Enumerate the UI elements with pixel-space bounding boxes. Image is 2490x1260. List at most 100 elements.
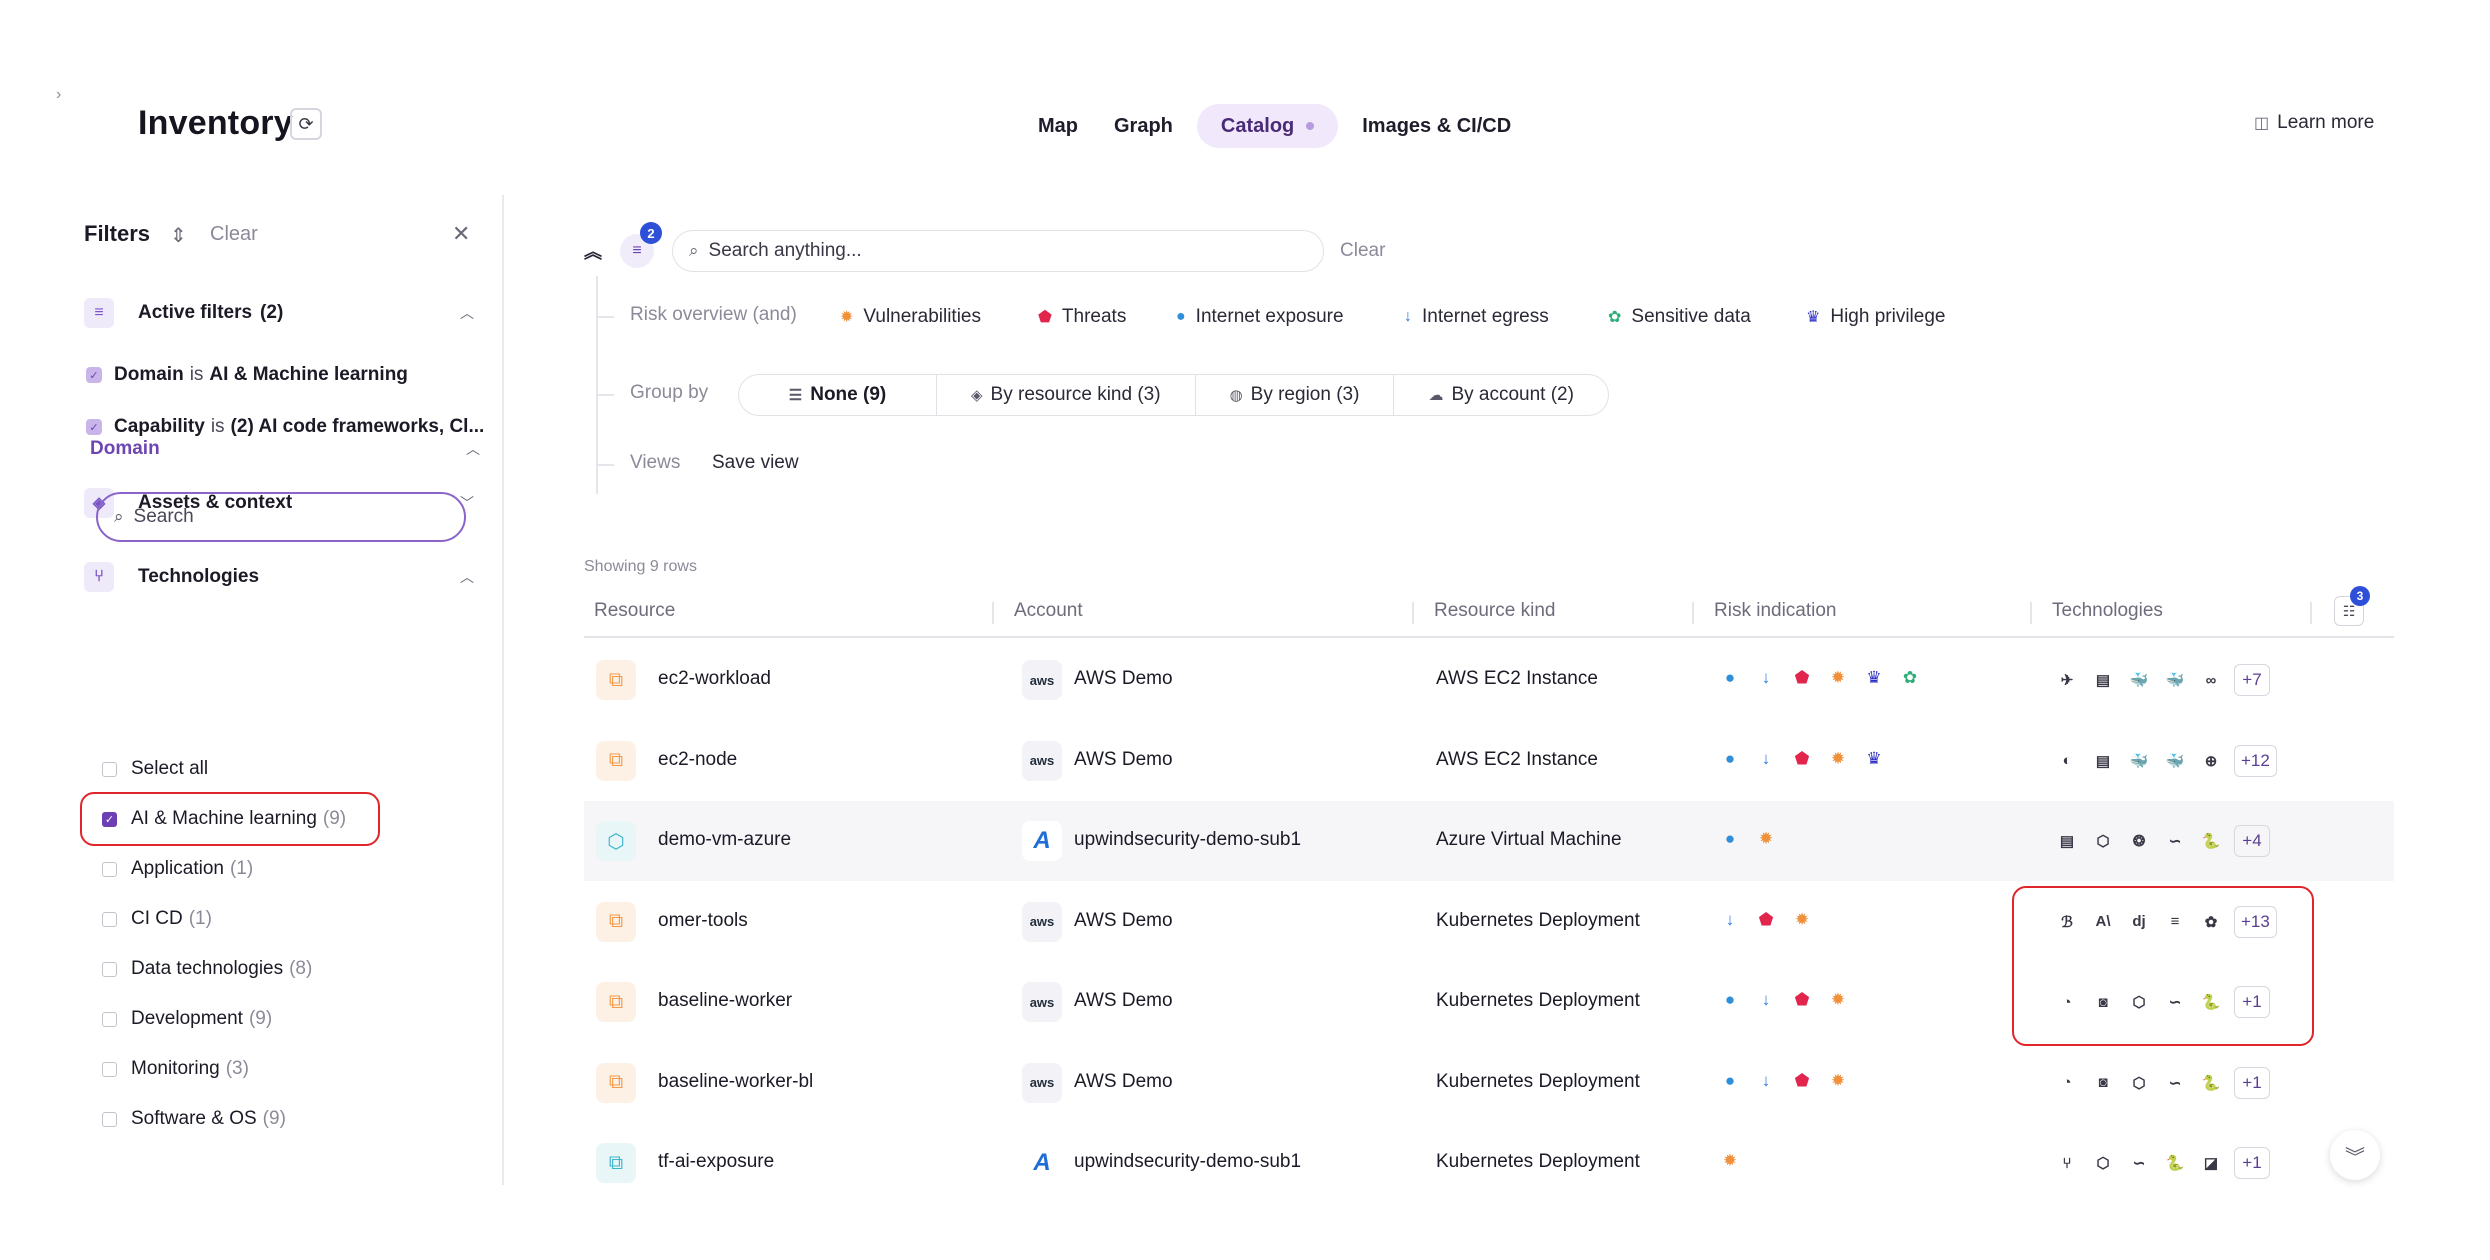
column-divider[interactable] [2310,602,2312,624]
risk-chip-internet-egress[interactable]: ↓ Internet egress [1404,302,1549,332]
technology-icon[interactable]: ◔ [2062,1074,2072,1091]
table-row[interactable]: ⧉ baseline-worker-bl aws AWS Demo Kubernetes… [584,1043,2394,1123]
technology-icon[interactable]: ∽ [2168,1074,2182,1092]
checkbox[interactable] [102,1011,117,1027]
technology-icon[interactable]: ❂ [2132,833,2146,850]
technology-icon[interactable]: ◙ [2098,1074,2108,1091]
checkbox[interactable] [102,1111,117,1127]
resource-name[interactable]: ec2-workload [658,668,771,689]
group-account-option[interactable]: ☁ By account (2) [1394,375,1608,415]
close-icon[interactable]: ✕ [452,221,471,246]
checkbox[interactable] [102,861,117,877]
column-header-risk-indication[interactable]: Risk indication [1714,600,1837,621]
domain-option-ai-ml[interactable]: ✓ AI & Machine learning (9) [102,804,346,834]
refresh-button[interactable]: ⟳ [290,108,322,140]
technology-icon[interactable]: 🐳 [2165,752,2185,770]
more-technologies-badge[interactable]: +4 [2234,825,2270,857]
more-technologies-badge[interactable]: +1 [2234,1066,2270,1099]
sensitive-data-icon[interactable]: ✿ [1902,668,1918,687]
checkbox[interactable] [102,911,117,927]
crown-icon[interactable]: ♛ [1866,748,1882,768]
column-settings-button[interactable]: ☷ [2334,596,2364,626]
technology-icon[interactable]: ✿ [2204,913,2218,931]
vulnerability-icon[interactable]: ✹ [1794,909,1810,929]
technologies-section[interactable]: ⑂ Technologies ︿ [84,557,484,597]
technology-icon[interactable]: 🐍 [2201,994,2221,1011]
technology-icon[interactable]: ⬡ [2132,1074,2146,1092]
crown-icon[interactable]: ♛ [1866,668,1882,687]
globe-icon[interactable]: ● [1724,829,1736,848]
technology-icon[interactable]: ◐ [2062,752,2072,769]
egress-arrow-icon[interactable]: ↓ [1761,668,1771,687]
technology-icon[interactable]: ∽ [2168,994,2182,1011]
active-filter-item[interactable]: ✓ Domain is AI & Machine learning [86,361,486,389]
resource-name[interactable]: demo-vm-azure [658,829,792,850]
select-all-option[interactable]: Select all [102,754,208,784]
technology-icon[interactable]: ◙ [2098,993,2108,1011]
domain-option-software-os[interactable]: Software & OS (9) [102,1104,286,1134]
technology-icon[interactable]: ∽ [2168,833,2182,850]
technology-icon[interactable]: ✈ [2060,672,2074,689]
vulnerability-icon[interactable]: ✹ [1722,1151,1738,1170]
globe-icon[interactable]: ● [1724,748,1736,768]
technology-icon[interactable]: ℬ [2061,913,2073,931]
column-header-technologies[interactable]: Technologies [2052,600,2163,621]
vulnerability-icon[interactable]: ✹ [1830,1070,1846,1090]
vulnerability-icon[interactable]: ✹ [1830,668,1846,687]
egress-arrow-icon[interactable]: ↓ [1761,990,1771,1009]
active-filters-section[interactable]: ≡ Active filters (2) ︿ [84,293,484,333]
technology-icon[interactable]: 🐍 [2201,1074,2221,1092]
threat-shield-icon[interactable]: ⬟ [1794,990,1810,1009]
save-view-button[interactable]: Save view [712,452,799,473]
sort-icon[interactable]: ⇕ [170,225,187,247]
technology-icon[interactable]: ≡ [2170,913,2180,930]
tab-images-cicd[interactable]: Images & CI/CD [1362,114,1512,137]
table-row[interactable]: ⧉ baseline-worker aws AWS Demo Kubernetes De… [584,962,2394,1042]
table-row[interactable]: ⧉ ec2-workload aws AWS Demo AWS EC2 Instance… [584,640,2394,720]
more-technologies-badge[interactable]: +13 [2234,905,2277,938]
egress-arrow-icon[interactable]: ↓ [1761,1070,1771,1090]
technology-icon[interactable]: ◪ [2203,1155,2219,1172]
technology-icon[interactable]: dj [2132,913,2146,930]
column-divider[interactable] [1412,602,1414,624]
domain-option-development[interactable]: Development (9) [102,1004,272,1034]
technology-icon[interactable]: ∞ [2205,671,2217,689]
tab-graph[interactable]: Graph [1114,114,1173,137]
more-technologies-badge[interactable]: +7 [2234,664,2270,696]
domain-option-cicd[interactable]: CI CD (1) [102,904,212,934]
column-header-resource[interactable]: Resource [594,600,676,621]
technology-icon[interactable]: ⬡ [2096,833,2110,850]
vulnerability-icon[interactable]: ✹ [1830,990,1846,1009]
tab-catalog[interactable]: Catalog [1196,104,1339,148]
scroll-down-button[interactable]: ︾ [2330,1130,2380,1180]
technology-icon[interactable]: 🐳 [2129,672,2149,689]
search-input[interactable] [708,240,1289,262]
risk-chip-sensitive-data[interactable]: ✿ Sensitive data [1608,302,1751,332]
globe-icon[interactable]: ● [1724,668,1736,687]
vulnerability-icon[interactable]: ✹ [1758,829,1774,848]
vulnerability-icon[interactable]: ✹ [1830,748,1846,768]
checkbox[interactable] [102,761,117,777]
active-filter-item[interactable]: ✓ Capability is (2) AI code frameworks, … [86,413,486,441]
technology-icon[interactable]: ⬡ [2096,1155,2110,1172]
globe-icon[interactable]: ● [1724,990,1736,1009]
column-divider[interactable] [992,602,994,624]
column-divider[interactable] [1692,602,1694,624]
domain-option-data-technologies[interactable]: Data technologies (8) [102,954,312,984]
group-region-option[interactable]: ◍ By region (3) [1196,375,1395,415]
group-none-option[interactable]: ☰ None (9) [739,375,937,415]
technology-icon[interactable]: ◔ [2062,993,2072,1011]
risk-chip-high-privilege[interactable]: ♛ High privilege [1806,302,1945,332]
technology-icon[interactable]: 🐳 [2129,752,2149,770]
technology-icon[interactable]: ▤ [2095,752,2111,770]
table-row[interactable]: ⧉ omer-tools aws AWS Demo Kubernetes Deploym… [584,882,2394,962]
domain-option-application[interactable]: Application (1) [102,854,253,884]
risk-chip-vulnerabilities[interactable]: ✹ Vulnerabilities [840,302,981,332]
domain-option-monitoring[interactable]: Monitoring (3) [102,1054,249,1084]
domain-section-header[interactable]: Domain ︿ [90,438,480,460]
technology-icon[interactable]: ▤ [2059,833,2075,850]
technology-icon[interactable]: A\ [2095,913,2111,930]
risk-chip-internet-exposure[interactable]: ● Internet exposure [1176,302,1344,332]
technology-icon[interactable]: ⬡ [2132,994,2146,1011]
